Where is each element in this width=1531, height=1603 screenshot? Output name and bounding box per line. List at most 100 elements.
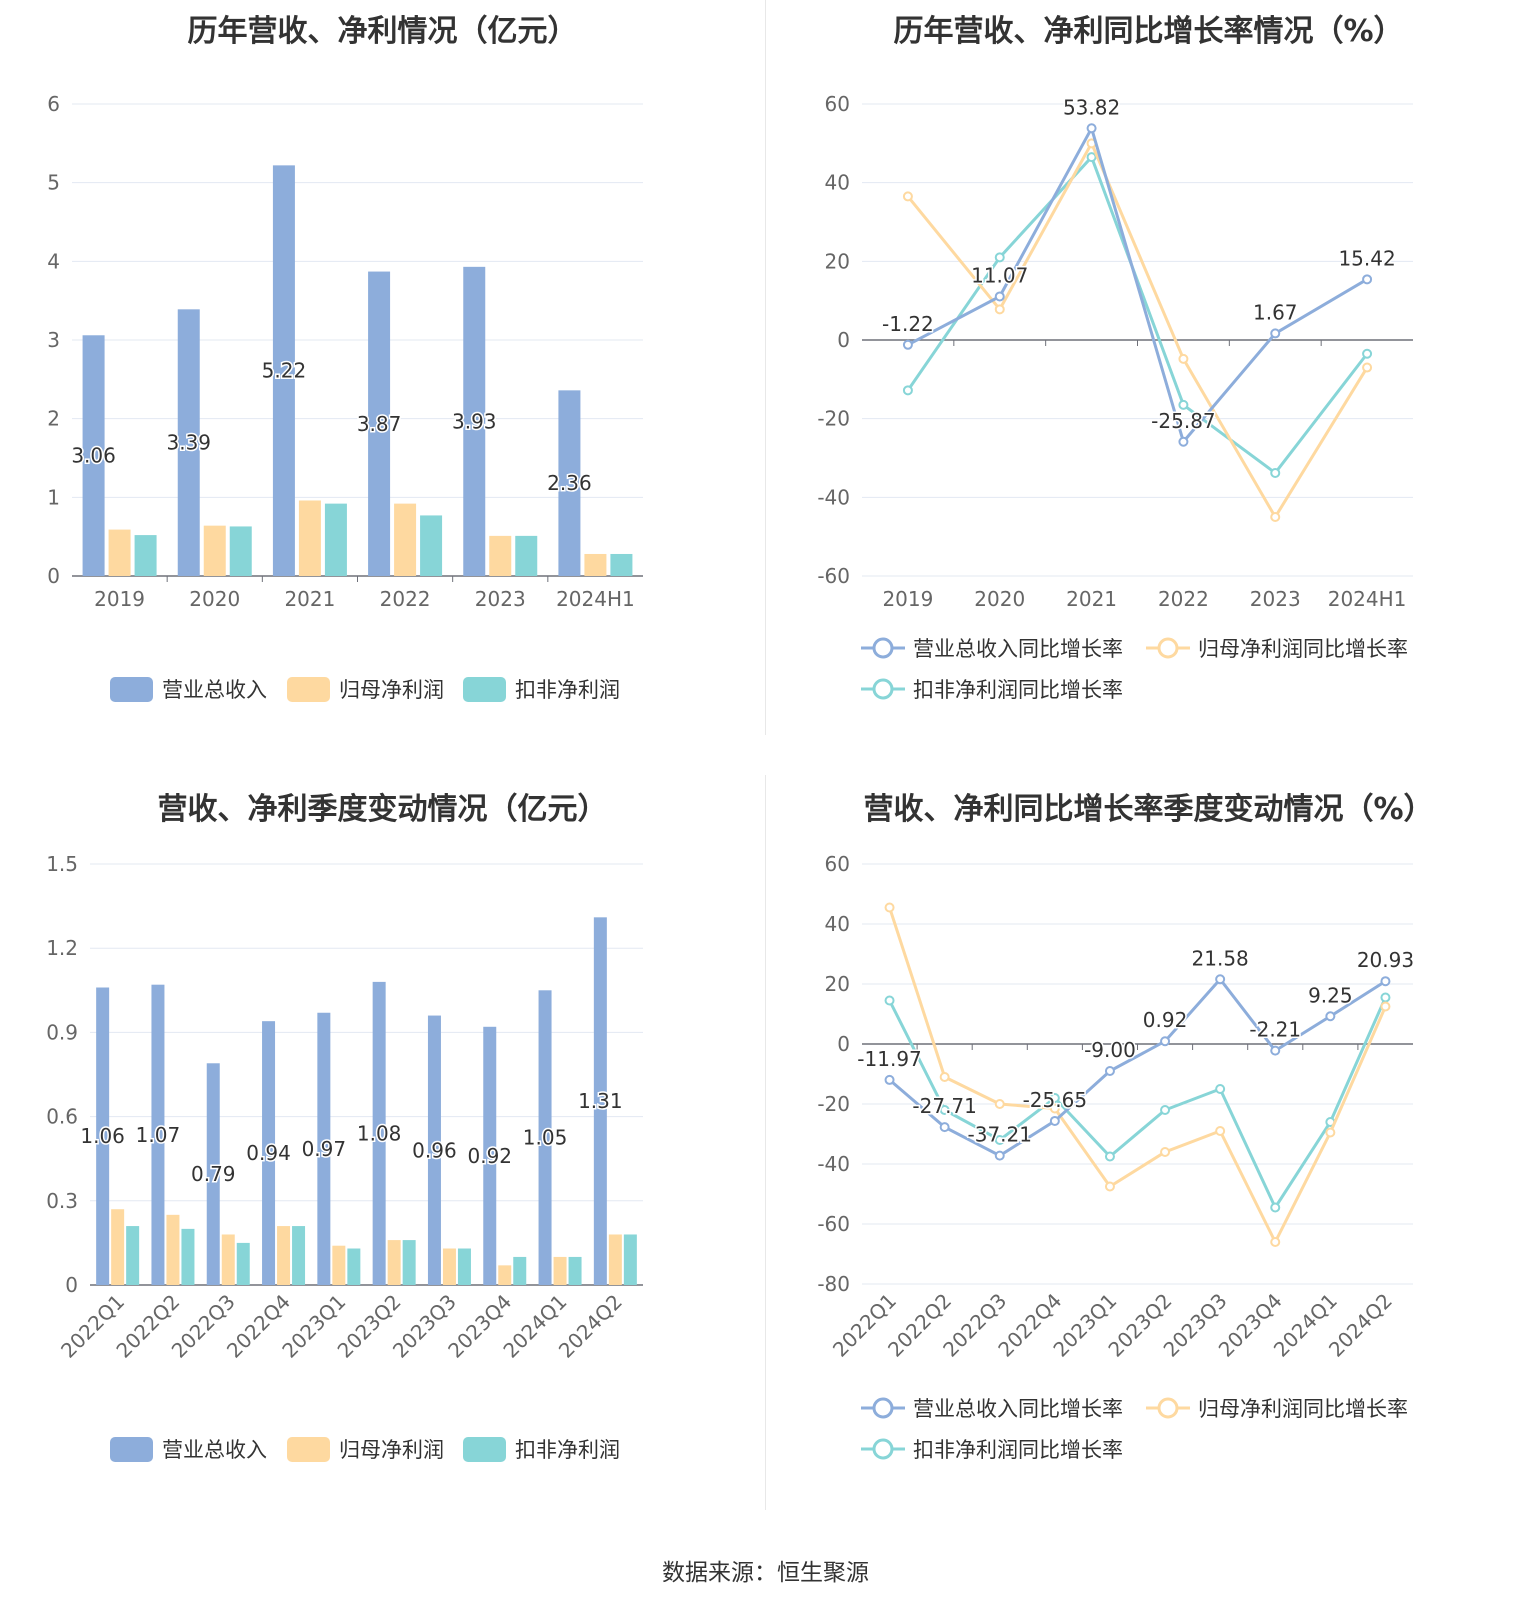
data-label: 5.22: [262, 359, 307, 383]
bar-revenue: [272, 165, 295, 577]
panel-quarterly-growth: 营收、净利同比增长率季度变动情况（%） -80 -60 -40 -20 0 20 40 60 2…: [766, 778, 1531, 1513]
point-revenue-growth: [884, 1074, 895, 1085]
bar-net-profit: [108, 529, 131, 576]
bar-revenue: [96, 987, 110, 1285]
point-deduct-profit-growth: [1178, 399, 1189, 410]
y-tick-label: -20: [817, 1092, 850, 1116]
data-label: -1.22: [882, 312, 934, 336]
data-label: 9.25: [1308, 983, 1353, 1007]
y-tick-label: 40: [825, 912, 850, 936]
point-revenue-growth: [902, 339, 913, 350]
bar-deduct-profit: [513, 1256, 527, 1285]
bar-net-profit: [387, 1240, 401, 1285]
legend-marker: [872, 1438, 894, 1460]
data-label: -9.00: [1084, 1038, 1136, 1062]
series-line-deduct-profit-growth: [906, 154, 1369, 476]
point-revenue-growth: [1362, 274, 1373, 285]
point-deduct-profit-growth: [1270, 467, 1281, 478]
bar-deduct-profit: [457, 1248, 471, 1285]
point-net-profit-growth: [1178, 353, 1189, 364]
point-net-profit-growth: [1380, 1001, 1391, 1012]
point-revenue-growth: [994, 291, 1005, 302]
legend-marker: [872, 1397, 894, 1419]
bar-net-profit: [298, 500, 321, 576]
point-net-profit-growth: [994, 304, 1005, 315]
bar-revenue: [177, 309, 200, 576]
bar-deduct-profit: [134, 535, 157, 576]
legend-label: 归母净利润同比增长率: [1198, 637, 1408, 661]
point-deduct-profit-growth: [884, 995, 895, 1006]
bar-net-profit: [221, 1234, 235, 1285]
bar-revenue: [463, 266, 486, 576]
bar-deduct-profit: [568, 1256, 582, 1285]
point-revenue-growth: [1178, 436, 1189, 447]
annual-bar-chart: 0 1 2 3 4 5 6 2019 2020 2021 2022 2023 2024H1 3.06 3.3…: [47, 92, 643, 702]
panel-divider: [765, 0, 766, 735]
x-tick-label: 2021: [1066, 587, 1117, 611]
point-net-profit-growth: [1270, 1237, 1281, 1247]
bar-revenue: [368, 271, 391, 576]
bar-revenue: [538, 990, 552, 1285]
y-tick-label: -60: [817, 564, 850, 588]
data-label: 11.07: [971, 263, 1028, 287]
point-deduct-profit-growth: [994, 1135, 1005, 1145]
point-revenue-growth: [994, 1150, 1005, 1161]
point-deduct-profit-growth: [1160, 1105, 1171, 1115]
chart-title: 营收、净利同比增长率季度变动情况（%）: [863, 792, 1434, 827]
y-tick-label: -20: [817, 407, 850, 431]
chart-title: 历年营收、净利情况（亿元）: [187, 14, 578, 49]
bar-deduct-profit: [236, 1242, 250, 1285]
legend-swatch: [463, 677, 506, 702]
x-tick-label: 2023: [1250, 587, 1301, 611]
y-tick-label: 0: [837, 1032, 850, 1056]
point-revenue-growth: [1086, 123, 1097, 134]
bar-deduct-profit: [515, 535, 538, 576]
point-revenue-growth: [1270, 1045, 1281, 1056]
y-tick-label: 1.5: [46, 852, 78, 876]
y-tick-label: 1: [47, 485, 60, 509]
point-revenue-growth: [1049, 1115, 1060, 1126]
data-label: -11.97: [857, 1047, 921, 1071]
quarterly-growth-line-chart: -80-60-40-2002040602022Q12022Q22022Q3202…: [817, 852, 1415, 1462]
y-tick-label: 2: [47, 407, 60, 431]
data-label: 0.97: [302, 1137, 347, 1161]
point-deduct-profit-growth: [1215, 1084, 1226, 1094]
x-tick-label: 2019: [882, 587, 933, 611]
x-tick-label: 2021: [284, 587, 335, 611]
series-line-revenue-growth: [907, 124, 1368, 445]
data-label: 0.96: [412, 1138, 457, 1162]
y-tick-label: 0.9: [46, 1020, 78, 1044]
bar-net-profit: [442, 1248, 456, 1285]
legend-label: 扣非净利润同比增长率: [913, 678, 1123, 702]
data-label: -25.65: [1023, 1088, 1087, 1112]
data-label: 0.79: [191, 1162, 236, 1186]
point-net-profit-growth: [1270, 512, 1281, 522]
y-tick-label: 20: [825, 972, 850, 996]
bar-revenue: [262, 1021, 276, 1285]
y-tick-label: -60: [817, 1212, 850, 1236]
point-deduct-profit-growth: [1049, 1093, 1060, 1103]
data-label: 0.92: [1143, 1008, 1188, 1032]
point-deduct-profit-growth: [994, 252, 1005, 263]
legend-label: 营业总收入同比增长率: [913, 1397, 1123, 1421]
data-label: 21.58: [1192, 946, 1249, 970]
y-tick-label: 4: [47, 249, 60, 273]
point-revenue-growth: [939, 1122, 950, 1133]
series-line-deduct-profit-growth: [888, 996, 1387, 1211]
data-label: 3.93: [452, 409, 497, 433]
point-net-profit-growth: [994, 1099, 1005, 1109]
legend-label: 营业总收入: [162, 678, 267, 702]
legend-label: 归母净利润: [339, 678, 444, 702]
y-tick-label: -80: [817, 1272, 850, 1296]
data-source: 数据来源：恒生聚源: [662, 1560, 869, 1586]
legend-label: 扣非净利润: [515, 678, 620, 702]
y-tick-label: 5: [47, 171, 60, 195]
point-net-profit-growth: [1104, 1181, 1115, 1192]
legend-marker: [872, 678, 894, 700]
bar-net-profit: [277, 1226, 291, 1285]
legend-swatch: [287, 677, 330, 702]
point-revenue-growth: [1215, 974, 1226, 985]
point-net-profit-growth: [902, 191, 913, 202]
panel-annual-revenue-profit: 历年营收、净利情况（亿元） 0 1 2 3 4 5 6 2019 2020 2021 2022 202…: [0, 0, 765, 735]
data-label: 1.07: [136, 1123, 181, 1147]
